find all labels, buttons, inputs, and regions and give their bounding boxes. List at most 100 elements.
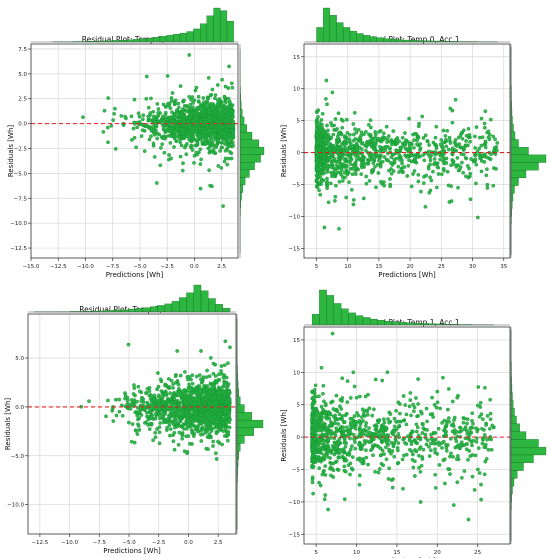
data-point bbox=[155, 387, 159, 392]
data-point bbox=[353, 172, 358, 176]
data-point bbox=[117, 397, 122, 402]
data-point bbox=[136, 111, 141, 116]
data-point bbox=[326, 128, 330, 133]
histogram-bar bbox=[166, 35, 174, 43]
data-point bbox=[385, 158, 389, 162]
data-point bbox=[399, 146, 403, 150]
histogram-bar bbox=[239, 116, 245, 125]
data-point bbox=[397, 153, 402, 158]
data-point bbox=[215, 425, 219, 430]
data-point bbox=[388, 177, 392, 181]
data-point bbox=[213, 96, 217, 101]
data-point bbox=[376, 470, 381, 475]
data-point bbox=[197, 402, 201, 406]
data-point bbox=[141, 397, 146, 402]
data-point bbox=[230, 140, 235, 145]
data-point bbox=[368, 118, 373, 123]
data-point bbox=[367, 406, 372, 411]
data-point bbox=[453, 142, 458, 146]
data-point bbox=[134, 145, 138, 150]
data-point bbox=[156, 110, 160, 115]
data-point bbox=[403, 131, 407, 135]
data-point bbox=[335, 446, 340, 450]
data-point bbox=[465, 421, 469, 426]
data-point bbox=[351, 138, 356, 143]
data-point bbox=[184, 401, 189, 406]
data-point bbox=[215, 420, 220, 424]
data-point bbox=[185, 388, 190, 393]
y-tick-label: 5.0 bbox=[18, 72, 27, 78]
data-point bbox=[364, 148, 368, 153]
data-point bbox=[157, 425, 162, 430]
data-point bbox=[157, 416, 162, 421]
data-point bbox=[466, 126, 471, 131]
data-point bbox=[433, 152, 437, 157]
data-point bbox=[344, 117, 349, 122]
data-point bbox=[354, 148, 359, 152]
x-tick-label: 0.0 bbox=[190, 264, 199, 270]
histogram-bar bbox=[126, 39, 134, 43]
data-point bbox=[135, 413, 140, 418]
data-point bbox=[473, 146, 478, 150]
data-point bbox=[324, 181, 329, 185]
data-point bbox=[411, 172, 415, 176]
data-point bbox=[364, 174, 369, 179]
data-point bbox=[174, 139, 179, 143]
histogram-bar bbox=[226, 20, 234, 43]
data-point bbox=[360, 156, 365, 161]
data-point bbox=[431, 169, 435, 174]
data-point bbox=[428, 155, 432, 159]
data-point bbox=[198, 106, 203, 111]
data-point bbox=[197, 384, 202, 389]
data-point bbox=[208, 149, 213, 154]
data-point bbox=[435, 164, 440, 169]
data-point bbox=[178, 140, 182, 145]
data-point bbox=[333, 198, 337, 203]
data-point bbox=[212, 151, 217, 155]
histogram-bar bbox=[222, 307, 231, 313]
data-point bbox=[453, 138, 458, 142]
data-point bbox=[343, 134, 347, 138]
data-point bbox=[81, 115, 85, 120]
data-point bbox=[451, 454, 455, 459]
data-point bbox=[163, 113, 168, 117]
histogram-bar bbox=[239, 131, 253, 140]
histogram-bar bbox=[220, 10, 228, 43]
data-point bbox=[230, 85, 235, 90]
panel-1: −15.0 −12.5 −10.0 −7.5 −5.0 −2.5 0.0 2.5−12.5−1… bbox=[7, 7, 265, 279]
data-point bbox=[378, 144, 382, 149]
data-point bbox=[218, 149, 222, 153]
data-point bbox=[138, 389, 142, 394]
histogram-bar bbox=[510, 170, 527, 179]
data-point bbox=[135, 399, 139, 404]
data-point bbox=[204, 375, 209, 379]
data-point bbox=[171, 439, 176, 444]
data-point bbox=[348, 154, 353, 159]
data-point bbox=[139, 134, 144, 138]
data-point bbox=[113, 397, 118, 402]
data-point bbox=[136, 384, 141, 389]
histogram-bar bbox=[142, 307, 151, 313]
data-point bbox=[224, 141, 229, 145]
data-point bbox=[336, 152, 341, 157]
histogram-bar bbox=[343, 27, 351, 43]
data-point bbox=[316, 115, 320, 119]
data-point bbox=[371, 161, 376, 166]
data-point bbox=[222, 392, 227, 397]
data-point bbox=[161, 119, 166, 124]
data-point bbox=[196, 429, 201, 434]
data-point bbox=[434, 124, 439, 129]
histogram-bar bbox=[113, 309, 122, 313]
data-point bbox=[213, 400, 217, 405]
data-point bbox=[350, 147, 355, 152]
data-point bbox=[354, 141, 359, 146]
data-point bbox=[396, 432, 401, 436]
data-point bbox=[215, 83, 220, 87]
data-point bbox=[206, 76, 211, 80]
data-point bbox=[210, 397, 214, 401]
data-point bbox=[404, 452, 409, 457]
data-point bbox=[325, 186, 329, 191]
data-point bbox=[157, 413, 162, 418]
data-point bbox=[412, 138, 416, 142]
x-axis-label: Predictions [Wh] bbox=[378, 271, 436, 279]
